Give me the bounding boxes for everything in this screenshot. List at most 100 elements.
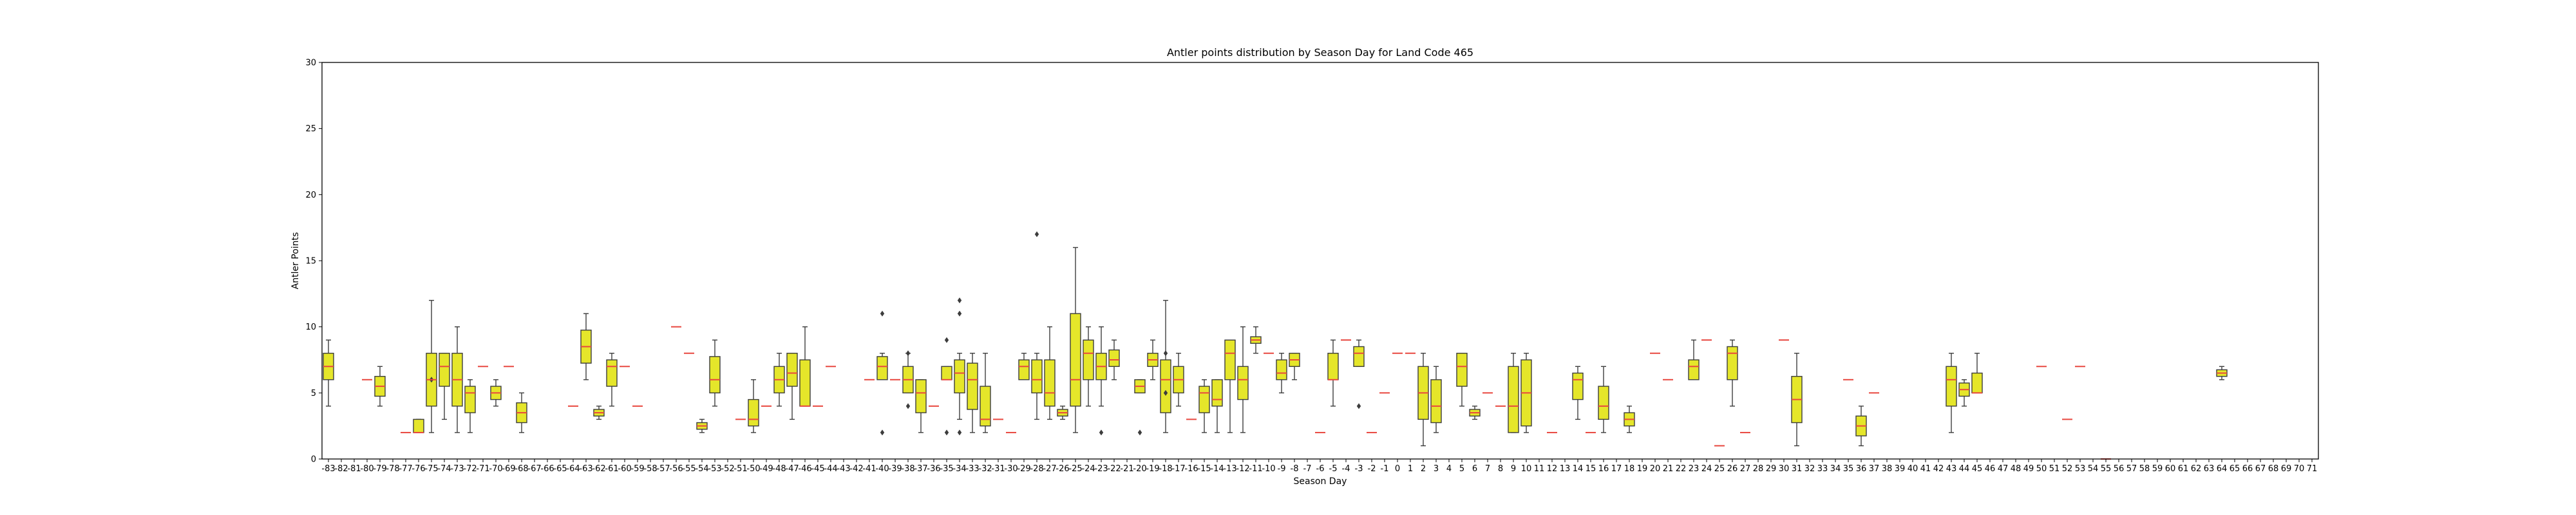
x-tick-label: 54	[2088, 464, 2099, 474]
x-tick-label: -26	[1056, 464, 1069, 474]
box-group	[954, 297, 965, 436]
box-group	[426, 299, 437, 433]
y-axis-label: Antler Points	[290, 232, 301, 290]
box-group	[1456, 353, 1468, 407]
x-tick-label: -36	[927, 464, 940, 474]
box-group	[1276, 353, 1287, 394]
x-tick-label: 10	[1521, 464, 1532, 474]
box	[1946, 366, 1957, 407]
box	[1018, 359, 1030, 380]
x-tick-label: 6	[1472, 464, 1477, 474]
x-axis: -83-82-81-80-79-78-77-76-75-74-73-72-71-…	[321, 459, 2317, 474]
box	[786, 353, 798, 387]
box-group	[323, 339, 334, 407]
box	[709, 356, 721, 394]
x-tick-label: 45	[1972, 464, 1983, 474]
box-group	[1031, 231, 1043, 420]
x-tick-label: -33	[965, 464, 979, 474]
outlier-point	[1099, 429, 1104, 436]
y-tick-label: 25	[305, 124, 316, 134]
x-tick-label: -47	[785, 464, 799, 474]
outlier-point	[1034, 231, 1039, 238]
box	[876, 356, 888, 380]
x-tick-label: -67	[527, 464, 541, 474]
box-group	[1108, 339, 1120, 380]
x-tick-label: -53	[708, 464, 721, 474]
box-group	[1044, 326, 1056, 420]
x-tick-label: 28	[1753, 464, 1764, 474]
x-tick-label: 1	[1408, 464, 1413, 474]
box-group	[1508, 353, 1519, 433]
x-tick-label: 7	[1485, 464, 1490, 474]
box	[1598, 386, 1609, 420]
x-tick-label: -50	[746, 464, 760, 474]
x-tick-label: 9	[1511, 464, 1516, 474]
outlier-point	[880, 429, 885, 436]
x-tick-label: -35	[940, 464, 953, 474]
box-group	[967, 353, 978, 433]
box-group	[709, 339, 721, 407]
x-tick-label: 50	[2036, 464, 2047, 474]
x-tick-label: -5	[1329, 464, 1338, 474]
x-tick-label: -22	[1107, 464, 1121, 474]
x-tick-label: 70	[2294, 464, 2305, 474]
x-tick-label: 59	[2152, 464, 2163, 474]
x-tick-label: 60	[2165, 464, 2176, 474]
box-group	[980, 353, 991, 433]
box-group	[1958, 379, 1970, 407]
x-tick-label: -76	[412, 464, 425, 474]
x-tick-label: 48	[2011, 464, 2022, 474]
box-group	[1147, 339, 1159, 380]
x-tick-label: 58	[2139, 464, 2150, 474]
x-tick-label: 19	[1637, 464, 1648, 474]
x-tick-label: -55	[682, 464, 696, 474]
x-tick-label: -21	[1120, 464, 1133, 474]
box-group	[1018, 353, 1030, 380]
box-group	[799, 326, 811, 407]
x-tick-label: -69	[502, 464, 515, 474]
box-group	[1057, 406, 1068, 420]
x-tick-label: -19	[1146, 464, 1159, 474]
box	[954, 359, 965, 394]
box-group	[1211, 379, 1223, 433]
box	[1572, 372, 1584, 400]
x-tick-label: 13	[1560, 464, 1571, 474]
x-tick-label: -48	[772, 464, 786, 474]
x-tick-label: 21	[1663, 464, 1674, 474]
x-tick-label: 56	[2114, 464, 2125, 474]
outlier-point	[957, 297, 962, 304]
x-tick-label: 20	[1650, 464, 1661, 474]
box-group	[490, 379, 502, 407]
box-group	[1173, 353, 1184, 407]
box	[1971, 372, 1983, 394]
x-tick-label: -57	[656, 464, 670, 474]
x-tick-label: 26	[1727, 464, 1738, 474]
outlier-point	[1163, 389, 1168, 396]
box-group	[1417, 353, 1429, 447]
box-group	[915, 379, 927, 433]
box	[915, 379, 927, 413]
x-tick-label: 47	[1998, 464, 2009, 474]
x-tick-label: 44	[1959, 464, 1970, 474]
box	[413, 418, 424, 433]
x-tick-label: -37	[914, 464, 927, 474]
box-group	[1095, 326, 1107, 436]
box-group	[1688, 339, 1700, 380]
box-group	[580, 313, 592, 380]
box	[1108, 349, 1120, 367]
x-tick-label: 39	[1895, 464, 1906, 474]
x-tick-label: 52	[2062, 464, 2073, 474]
outlier-point	[957, 429, 962, 436]
x-tick-label: 25	[1714, 464, 1725, 474]
x-tick-label: 38	[1882, 464, 1893, 474]
x-tick-label: 62	[2191, 464, 2202, 474]
x-tick-label: 24	[1701, 464, 1712, 474]
x-tick-label: -49	[759, 464, 773, 474]
x-tick-label: -6	[1316, 464, 1325, 474]
box	[967, 362, 978, 410]
x-tick-label: 30	[1779, 464, 1790, 474]
outlier-point	[905, 403, 911, 409]
box-group	[786, 353, 798, 420]
x-tick-label: 55	[2101, 464, 2112, 474]
